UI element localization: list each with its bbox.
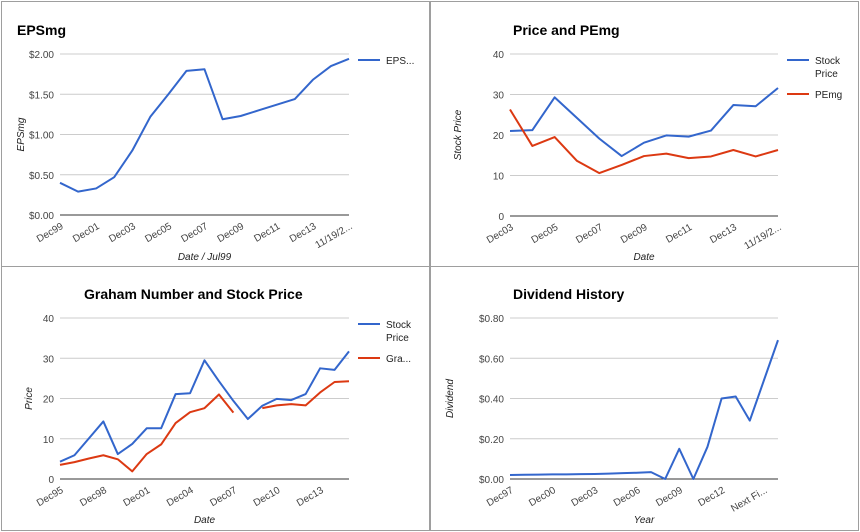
series-line-primary (59, 350, 350, 463)
x-tick-label: Dec13 (708, 222, 739, 246)
y-tick-label: 0 (498, 212, 504, 223)
y-tick-label: $1.00 (29, 131, 54, 142)
series-line-primary (59, 57, 350, 193)
legend-label: Stock (815, 56, 841, 67)
x-tick-label: Dec01 (71, 221, 102, 245)
chart-title: EPSmg (17, 22, 66, 38)
y-tick-label: $0.20 (479, 435, 504, 446)
x-tick-label: Dec95 (35, 485, 66, 509)
x-tick-label: Dec05 (143, 221, 174, 245)
x-tick-label: Dec07 (208, 485, 239, 509)
legend-label: Gra... (386, 354, 411, 365)
x-tick-label: Dec03 (570, 485, 601, 509)
y-tick-label: $2.00 (29, 50, 54, 61)
x-tick-label: Dec06 (612, 485, 643, 509)
x-tick-label: Dec11 (252, 221, 282, 245)
x-tick-label: Dec05 (530, 222, 561, 246)
y-tick-label: $1.50 (29, 90, 54, 101)
x-axis-label: Date / Jul99 (178, 252, 232, 263)
chart-panel-graham-number: Graham Number and Stock Price 0 10 20 30 40 De… (1, 266, 430, 531)
y-axis-label: Price (24, 387, 35, 410)
y-tick-label: 10 (493, 172, 505, 183)
x-tick-label: Dec11 (664, 222, 694, 246)
x-tick-label: Dec10 (252, 485, 283, 509)
y-tick-label: $0.60 (479, 354, 504, 365)
x-tick-label: Dec98 (78, 485, 109, 509)
x-tick-label: 11/19/2... (743, 222, 784, 252)
epsmg-chart: EPSmg $0.00 $0.50 $1.00 $1.50 $2.00 Dec99 Dec01… (16, 22, 414, 263)
price-pemg-chart: Price and PEmg 0 10 20 30 40 Dec03 Dec05 Dec07 De… (453, 22, 842, 263)
legend-label: Price (386, 333, 409, 344)
series-line-secondary (262, 380, 350, 410)
legend-label: PEmg (815, 90, 842, 101)
series-line-primary (509, 339, 779, 480)
graham-number-chart: Graham Number and Stock Price 0 10 20 30 40 De… (24, 286, 412, 526)
chart-title: Dividend History (513, 286, 624, 302)
x-tick-label: Dec09 (654, 485, 685, 509)
legend-label: Price (815, 69, 838, 80)
x-axis-label: Date (633, 252, 655, 263)
x-tick-label: Next Fi... (729, 485, 769, 515)
x-tick-label: Dec99 (35, 221, 66, 245)
x-tick-label: Dec07 (179, 221, 210, 245)
x-tick-label: Dec01 (122, 485, 153, 509)
y-tick-label: $0.00 (29, 211, 54, 222)
x-tick-label: Dec00 (527, 485, 558, 509)
y-axis-label: EPSmg (16, 117, 27, 151)
y-tick-label: 40 (43, 314, 55, 325)
x-tick-label: Dec09 (619, 222, 650, 246)
y-tick-label: 30 (43, 354, 55, 365)
y-tick-label: 20 (493, 131, 505, 142)
y-tick-label: $0.40 (479, 395, 504, 406)
chart-panel-epsmg: EPSmg $0.00 $0.50 $1.00 $1.50 $2.00 Dec99 Dec01… (1, 1, 430, 267)
legend-label: EPS... (386, 56, 414, 67)
y-tick-label: 0 (48, 475, 54, 486)
x-tick-label: Dec04 (165, 485, 196, 509)
chart-title: Price and PEmg (513, 22, 620, 38)
y-tick-label: 40 (493, 50, 505, 61)
x-tick-label: Dec12 (697, 485, 728, 509)
x-tick-label: Dec07 (574, 222, 605, 246)
chart-panel-price-pemg: Price and PEmg 0 10 20 30 40 Dec03 Dec05 Dec07 De… (430, 1, 859, 267)
y-tick-label: 10 (43, 435, 55, 446)
series-line-secondary (59, 393, 235, 473)
x-axis-label: Year (634, 515, 655, 526)
y-axis-label: Dividend (445, 379, 456, 418)
series-line-primary (509, 87, 779, 158)
x-axis-label: Date (194, 515, 216, 526)
x-tick-label: Dec09 (216, 221, 247, 245)
legend-label: Stock (386, 320, 412, 331)
y-tick-label: 30 (493, 91, 505, 102)
dividend-history-chart: Dividend History $0.00 $0.20 $0.40 $0.60 $0.8… (445, 286, 779, 526)
x-tick-label: Dec03 (107, 221, 138, 245)
x-tick-label: 11/19/2... (314, 221, 355, 251)
y-axis-label: Stock Price (453, 109, 464, 160)
chart-panel-dividend-history: Dividend History $0.00 $0.20 $0.40 $0.60 $0.8… (430, 266, 859, 531)
x-tick-label: Dec13 (295, 485, 326, 509)
y-tick-label: $0.50 (29, 171, 54, 182)
series-line-secondary (509, 108, 779, 175)
x-tick-label: Dec97 (485, 485, 516, 509)
x-tick-label: Dec03 (485, 222, 516, 246)
chart-title: Graham Number and Stock Price (84, 286, 303, 302)
y-tick-label: $0.00 (479, 475, 504, 486)
y-tick-label: $0.80 (479, 314, 504, 325)
y-tick-label: 20 (43, 395, 55, 406)
